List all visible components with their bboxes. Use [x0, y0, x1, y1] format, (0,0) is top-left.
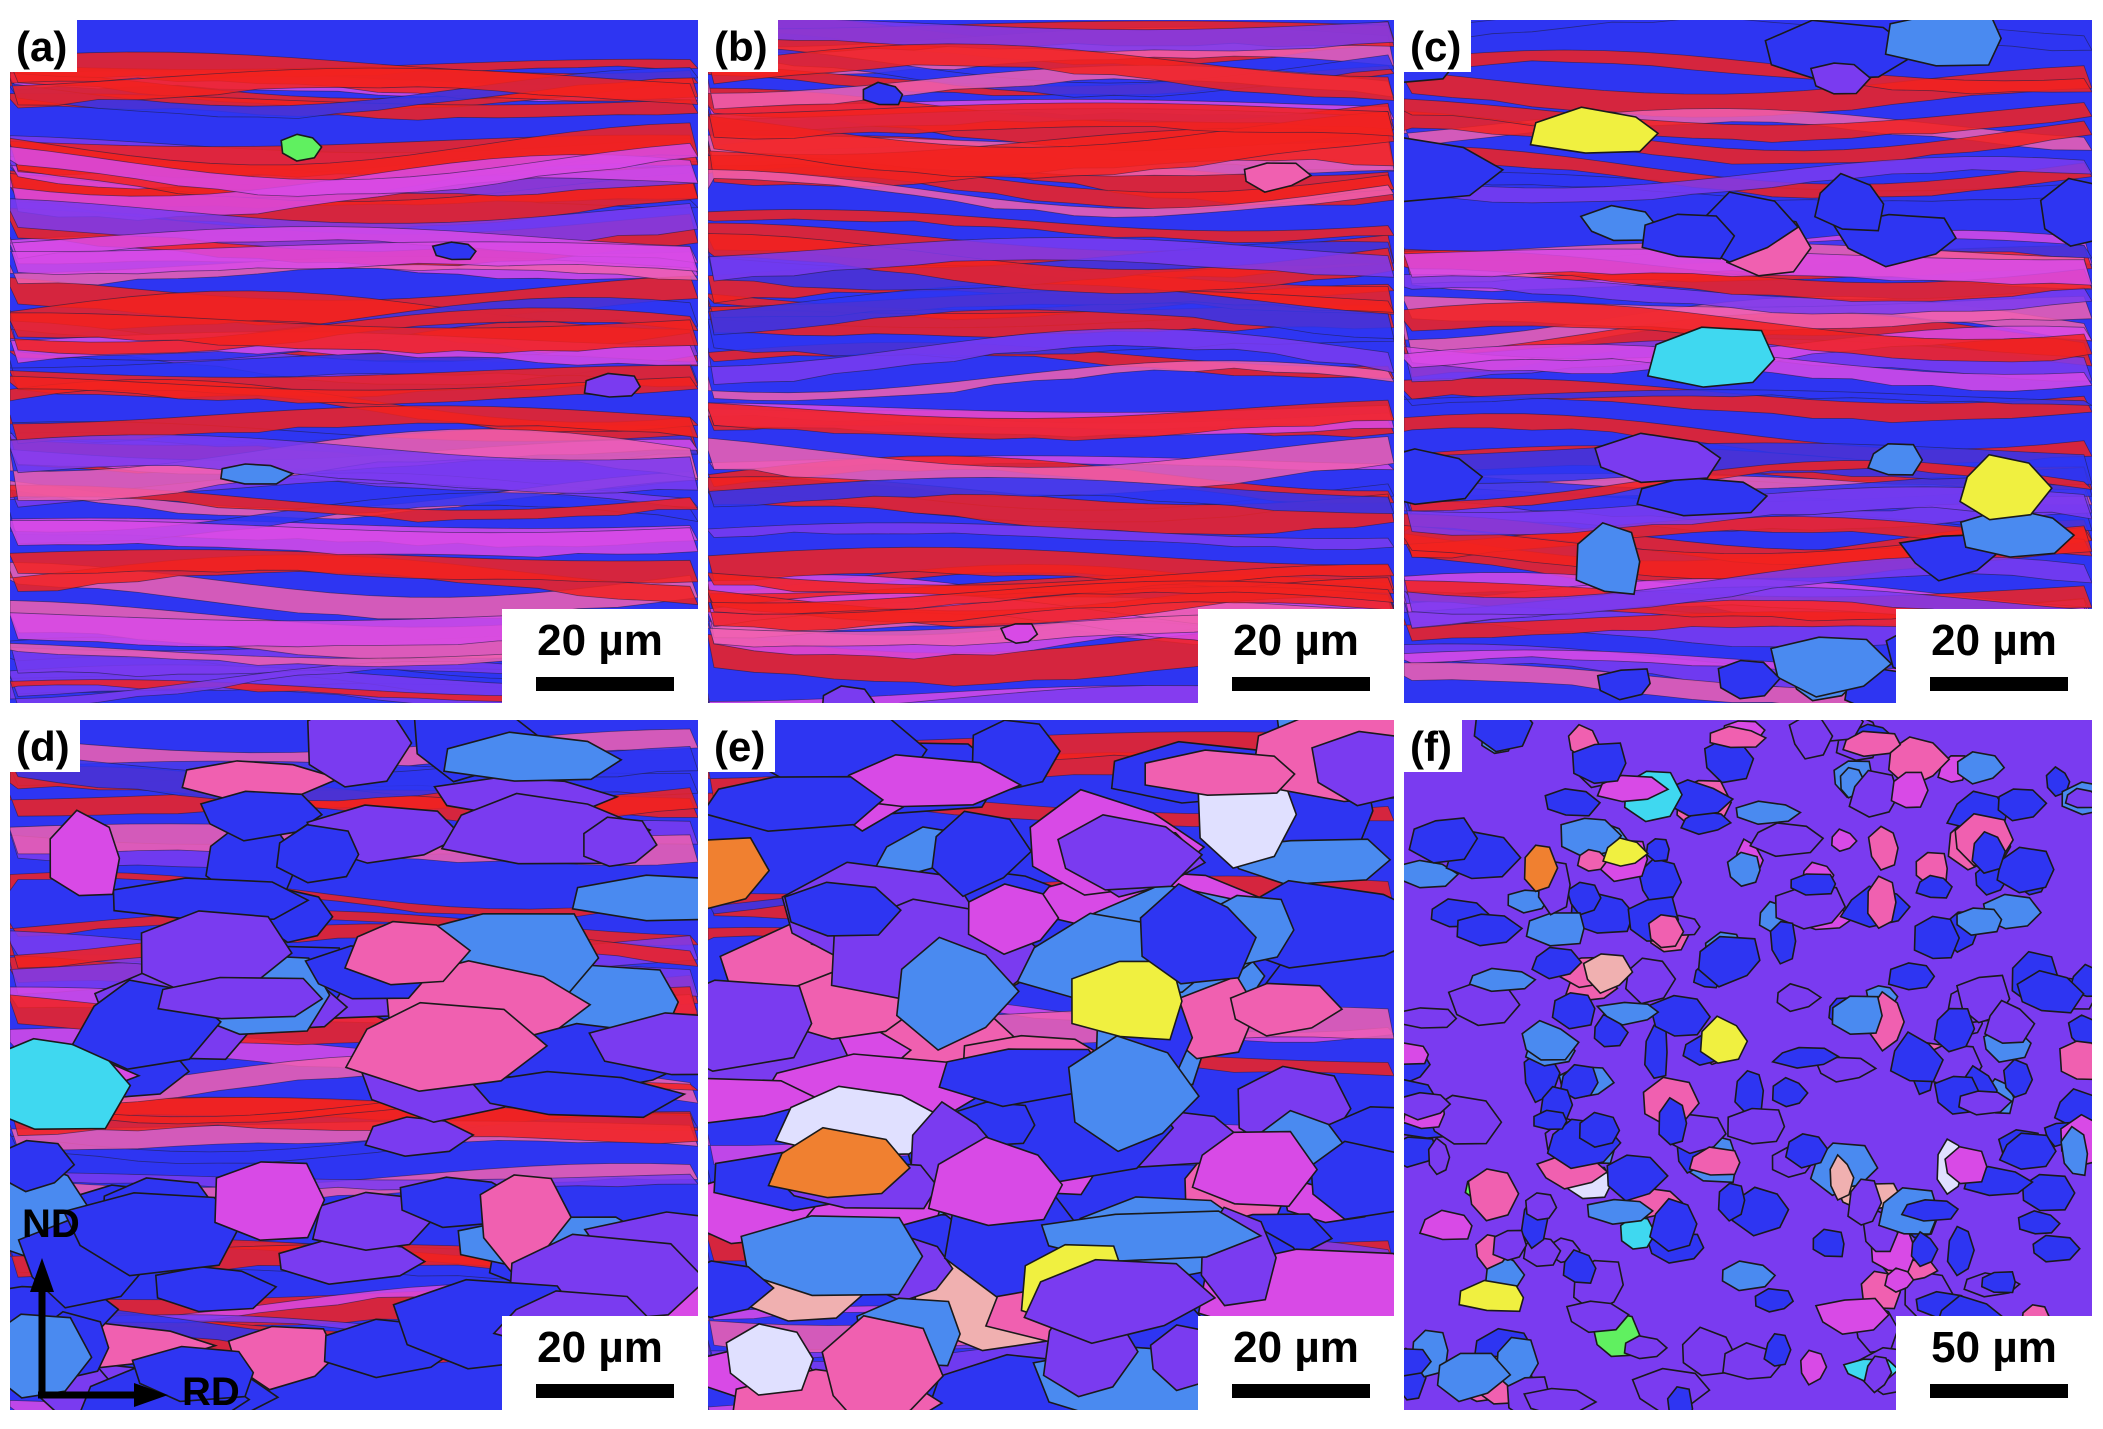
scale-bar-text-b: 20 µm	[1233, 616, 1359, 665]
scale-bar-text-e: 20 µm	[1233, 1323, 1359, 1372]
panel-label-b: (b)	[708, 20, 778, 72]
panel-label-d: (d)	[10, 720, 80, 772]
ebsd-map-f	[1404, 720, 2092, 1410]
scale-bar-text-a: 20 µm	[537, 616, 663, 665]
panel-label-a: (a)	[10, 20, 78, 72]
panel-a: (a) 20 µm	[10, 20, 698, 703]
scale-bar-c: 20 µm	[1896, 609, 2092, 703]
scale-bar-f: 50 µm	[1896, 1316, 2092, 1410]
scale-bar-text-f: 50 µm	[1931, 1323, 2057, 1372]
scale-bar-b: 20 µm	[1198, 609, 1394, 703]
panel-f: (f) 50 µm	[1404, 720, 2092, 1410]
ebsd-map-e	[708, 720, 1394, 1410]
scale-bar-e: 20 µm	[1198, 1316, 1394, 1410]
scale-bar-line-d	[536, 1384, 674, 1398]
scale-bar-a: 20 µm	[502, 609, 698, 703]
ebsd-map-a	[10, 20, 698, 703]
panel-c: (c) 20 µm	[1404, 20, 2092, 703]
scale-bar-line-c	[1930, 677, 2068, 691]
ebsd-map-c	[1404, 20, 2092, 703]
ebsd-map-b	[708, 20, 1394, 703]
panel-label-e: (e)	[708, 720, 776, 772]
scale-bar-line-a	[536, 677, 674, 691]
panel-b: (b) 20 µm	[708, 20, 1394, 703]
panel-e: (e) 20 µm	[708, 720, 1394, 1410]
panel-d: (d) 20 µm ND RD	[10, 720, 698, 1410]
scale-bar-text-c: 20 µm	[1931, 616, 2057, 665]
panel-label-f: (f)	[1404, 720, 1462, 772]
scale-bar-line-f	[1930, 1384, 2068, 1398]
scale-bar-text-d: 20 µm	[537, 1323, 663, 1372]
scale-bar-d: 20 µm	[502, 1316, 698, 1410]
scale-bar-line-b	[1232, 677, 1370, 691]
panel-label-c: (c)	[1404, 20, 1472, 72]
ebsd-map-d	[10, 720, 698, 1410]
scale-bar-line-e	[1232, 1384, 1370, 1398]
